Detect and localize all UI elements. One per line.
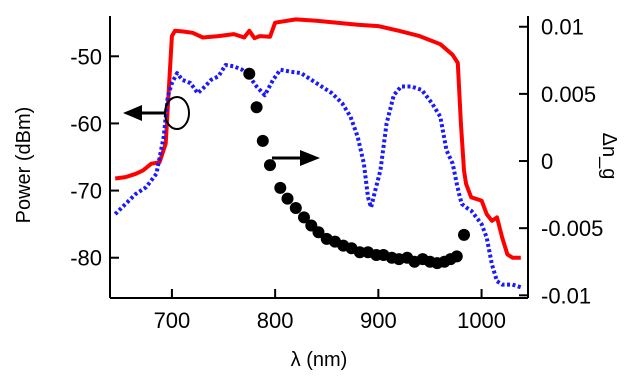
series-2-point-1 [250, 101, 263, 114]
series-2-markers [243, 67, 470, 270]
left-axis-title: Power (dBm) [13, 107, 35, 224]
x-tick-label-0: 700 [154, 308, 191, 333]
annotation-layer [123, 96, 320, 166]
series-2-point-3 [264, 159, 276, 172]
series-2-point-27 [450, 250, 463, 263]
series-layer [113, 17, 524, 290]
series-2-point-9 [312, 226, 325, 239]
y-left-tick-label-3: -80 [70, 246, 102, 271]
left-axis-arrow-head [123, 105, 142, 121]
y-right-tick-label-4: -0.01 [541, 283, 591, 308]
y-right-tick-label-1: 0.005 [541, 82, 596, 107]
series-2-point-4 [274, 181, 287, 194]
series-2-point-28 [458, 228, 470, 241]
x-tick-label-1: 800 [257, 308, 294, 333]
series-2-point-7 [298, 211, 310, 224]
series-1-line [113, 63, 524, 290]
series-2-point-5 [281, 192, 294, 205]
axes-layer [109, 16, 529, 299]
y-left-tick-label-2: -70 [70, 179, 102, 204]
y-left-tick-label-0: -50 [70, 44, 102, 69]
series-2-point-0 [243, 67, 256, 80]
series-0-line [114, 17, 521, 260]
series-2-point-2 [256, 134, 269, 147]
right-axis-title: Δn_g [598, 133, 620, 180]
series-2-point-6 [289, 202, 302, 214]
y-right-tick-label-0: 0.01 [541, 15, 584, 40]
right-axis-arrow-head [300, 150, 320, 166]
x-tick-label-3: 1000 [457, 308, 506, 333]
y-right-tick-label-2: 0 [541, 149, 553, 174]
x-axis-title: λ (nm) [291, 349, 348, 371]
series-2-point-14 [353, 246, 366, 259]
x-tick-label-2: 900 [360, 308, 397, 333]
ticks-layer: 700 800 900 1000 -50 -60 -70 -80 0.01 0.005 0 -0.00… [70, 15, 603, 333]
y-right-tick-label-3: -0.005 [541, 216, 603, 241]
y-left-tick-label-1: -60 [70, 111, 102, 136]
